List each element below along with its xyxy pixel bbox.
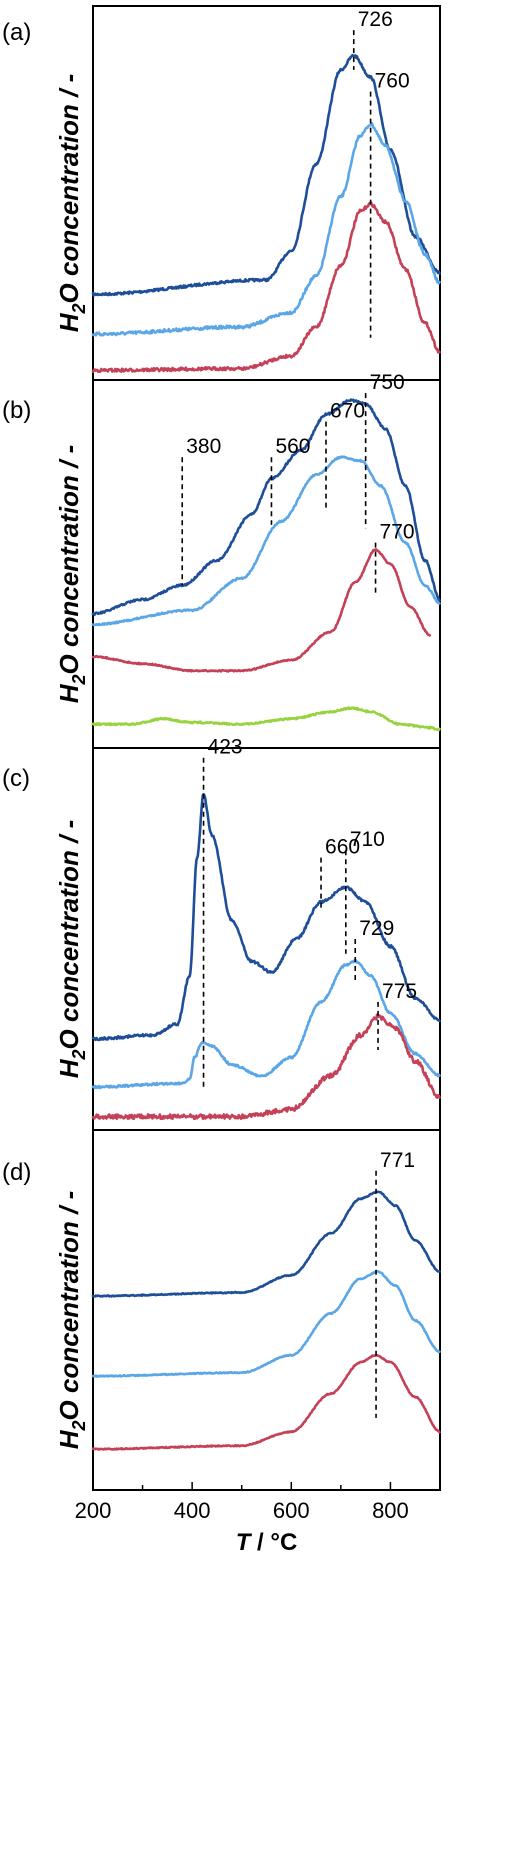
peak-label-560: 560 xyxy=(275,435,310,458)
series-dark-blue xyxy=(91,1190,441,1298)
x-tick-label-400: 400 xyxy=(174,1498,211,1523)
panel-frame xyxy=(92,5,441,381)
peak-label-770: 770 xyxy=(380,521,415,544)
peak-label-760: 760 xyxy=(375,70,410,93)
series-light-blue xyxy=(91,121,441,337)
series-dark-blue xyxy=(91,398,441,617)
peak-label-729: 729 xyxy=(359,917,394,940)
panel-label: (b) xyxy=(2,397,31,424)
y-axis-label: H2O concentration / - xyxy=(54,820,89,1078)
series-dark-blue xyxy=(91,53,441,297)
panel-label: (c) xyxy=(2,765,30,792)
y-axis-label: H2O concentration / - xyxy=(54,74,89,332)
panel-d: (d) H2O concentration / - 771 xyxy=(2,1129,441,1491)
peak-label-670: 670 xyxy=(330,400,365,423)
series-green xyxy=(91,706,441,732)
peak-label-710: 710 xyxy=(350,828,385,851)
panel-label: (d) xyxy=(2,1159,31,1186)
panel-a: (a) H2O concentration / - 726 760 xyxy=(2,5,441,381)
x-tick-label-800: 800 xyxy=(372,1498,409,1523)
peak-label-726: 726 xyxy=(358,8,393,31)
series-light-blue xyxy=(91,959,441,1090)
panel-frame xyxy=(92,1129,441,1491)
peak-label-423: 423 xyxy=(208,736,243,759)
peak-label-775: 775 xyxy=(382,980,417,1003)
series-dark-blue xyxy=(91,793,441,1042)
peak-label-660: 660 xyxy=(325,836,360,859)
series-red xyxy=(91,1354,441,1451)
peak-label-380: 380 xyxy=(186,435,221,458)
peak-label-771: 771 xyxy=(380,1149,415,1172)
series-light-blue xyxy=(91,1270,441,1378)
series-light-blue xyxy=(91,455,441,627)
x-tick-label-600: 600 xyxy=(273,1498,310,1523)
x-axis-label: T / °C xyxy=(236,1529,298,1556)
series-red xyxy=(91,548,432,673)
y-axis-label: H2O concentration / - xyxy=(54,445,89,703)
series-red xyxy=(91,1013,441,1121)
peak-label-750: 750 xyxy=(370,371,405,394)
series-red xyxy=(91,201,441,374)
x-tick-label-200: 200 xyxy=(75,1498,112,1523)
y-axis-label: H2O concentration / - xyxy=(54,1191,89,1449)
panel-label: (a) xyxy=(2,19,31,46)
